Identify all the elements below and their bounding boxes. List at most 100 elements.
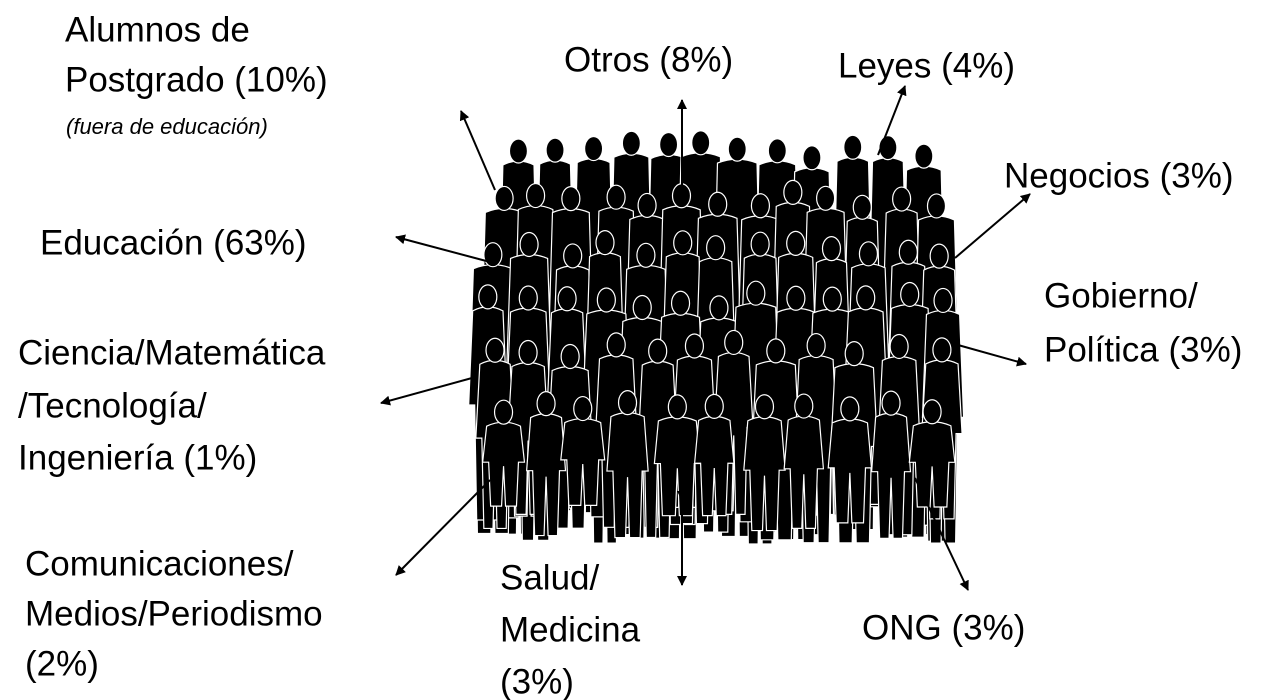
person-shape [890, 334, 908, 358]
person-shape [607, 333, 625, 357]
person-shape [519, 341, 537, 365]
label-note: (fuera de educación) [66, 114, 268, 139]
person-shape [558, 287, 576, 311]
person-shape [486, 338, 504, 362]
person-shape [901, 282, 919, 306]
person-shape [807, 334, 825, 358]
person-shape [607, 185, 625, 209]
label-line: Gobierno/ [1044, 276, 1198, 315]
person-shape [784, 180, 802, 204]
person-shape [915, 144, 933, 168]
person-shape [668, 395, 686, 419]
person-shape [562, 187, 580, 211]
person-shape [674, 231, 692, 255]
person-shape [484, 243, 502, 267]
person-shape [520, 232, 538, 256]
person-shape [622, 131, 640, 155]
person-shape [725, 330, 743, 354]
person-shape [899, 240, 917, 264]
arrow [461, 111, 495, 190]
person-shape [841, 397, 859, 421]
person-shape [817, 186, 835, 210]
person-shape [619, 391, 637, 415]
label-line: Política (3%) [1044, 330, 1242, 369]
label-line: Comunicaciones/ [25, 544, 294, 583]
person-shape [660, 133, 678, 157]
person-shape [747, 281, 765, 305]
person-shape [853, 195, 871, 219]
person-shape [755, 395, 773, 419]
person-shape [633, 295, 651, 319]
person-shape [795, 394, 813, 418]
arrow [958, 345, 1026, 364]
person-shape [751, 232, 769, 256]
label-line: Leyes (4%) [838, 46, 1015, 85]
person-shape [546, 138, 564, 162]
person-shape [859, 242, 877, 266]
arrow [396, 480, 490, 575]
person-shape [685, 334, 703, 358]
person-shape [787, 286, 805, 310]
person-shape [537, 392, 555, 416]
person-shape [923, 400, 941, 424]
label-line: /Tecnología/ [18, 386, 207, 425]
person-shape [893, 187, 911, 211]
person-shape [822, 237, 840, 261]
label-line: (3%) [500, 662, 574, 700]
arrow [381, 378, 472, 403]
person-shape [844, 135, 862, 159]
label-line: Medicina [500, 610, 641, 649]
diagram: Alumnos de Postgrado (10%) (fuera de edu… [0, 0, 1286, 700]
person-shape [564, 244, 582, 268]
person-shape [519, 286, 537, 310]
label-line: Educación (63%) [40, 223, 307, 262]
person-shape [707, 236, 725, 260]
label-line: (2%) [25, 644, 99, 683]
person-shape [597, 288, 615, 312]
person-shape [882, 391, 900, 415]
person-shape [596, 231, 614, 255]
person-shape [930, 244, 948, 268]
arrow [396, 237, 490, 262]
person-shape [649, 339, 667, 363]
person-shape [710, 296, 728, 320]
person-shape [495, 186, 513, 210]
person-shape [574, 397, 592, 421]
person-shape [479, 285, 497, 309]
person-shape [845, 342, 863, 366]
person-shape [933, 338, 951, 362]
person-shape [803, 146, 821, 170]
person-shape [857, 286, 875, 310]
crowd-silhouette [469, 131, 964, 544]
person-shape [672, 291, 690, 315]
person-shape [767, 339, 785, 363]
person-shape [692, 131, 710, 155]
person-shape [751, 194, 769, 218]
person-shape [638, 193, 656, 217]
person-shape [768, 139, 786, 163]
person-shape [585, 137, 603, 161]
person-shape [823, 287, 841, 311]
person-shape [787, 231, 805, 255]
label-line: Alumnos de [65, 10, 250, 49]
person-shape [705, 394, 723, 418]
person-shape [509, 139, 527, 163]
label-line: Otros (8%) [564, 40, 733, 79]
page: Alumnos de Postgrado (10%) (fuera de edu… [0, 0, 1286, 700]
label-line: Medios/Periodismo [25, 594, 323, 633]
label-line: Salud/ [500, 558, 600, 597]
person-shape [561, 345, 579, 369]
label-line: ONG (3%) [862, 608, 1025, 647]
arrow [955, 194, 1030, 258]
label-line: Negocios (3%) [1004, 156, 1234, 195]
person-shape [728, 137, 746, 161]
person-shape [527, 184, 545, 208]
person-shape [927, 194, 945, 218]
label-line: Postgrado (10%) [65, 60, 328, 99]
person-shape [637, 243, 655, 267]
person-shape [709, 192, 727, 216]
label-line: Ingeniería (1%) [18, 438, 257, 477]
label-line: Ciencia/Matemática [18, 333, 326, 372]
person-shape [495, 400, 513, 424]
person-shape [934, 288, 952, 312]
